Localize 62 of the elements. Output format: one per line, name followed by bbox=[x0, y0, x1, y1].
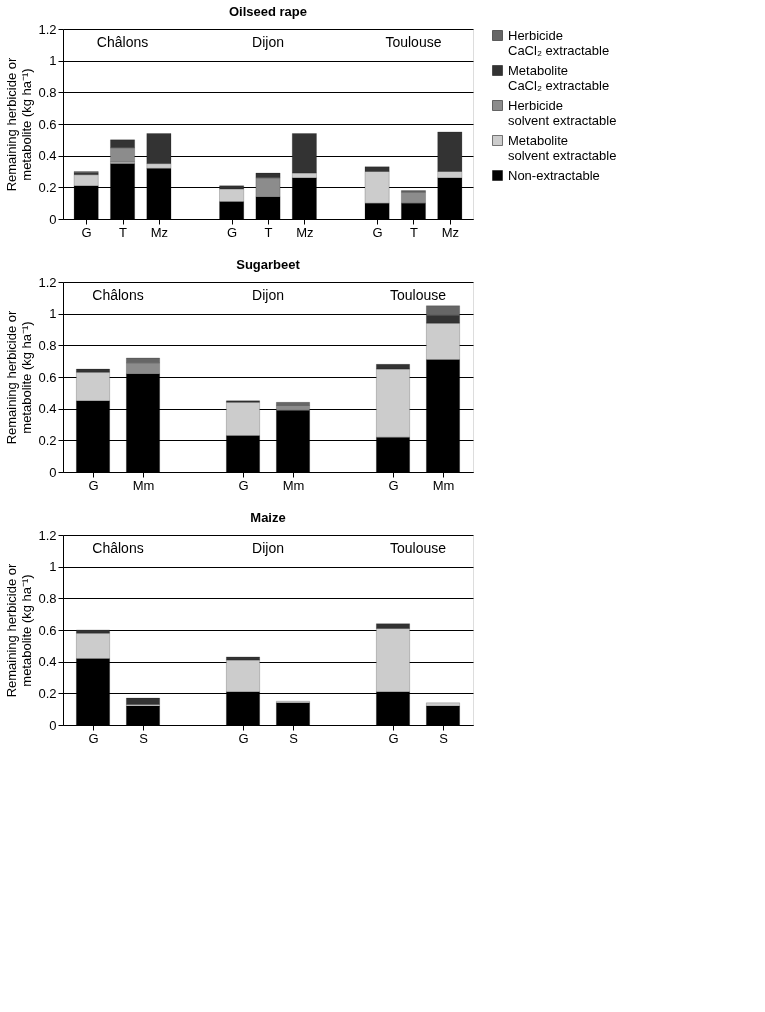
x-tick-label: G bbox=[88, 477, 99, 493]
y-tick-label: 0.4 bbox=[38, 654, 57, 670]
y-tick-label: 0.2 bbox=[38, 685, 57, 701]
y-tick-label: 1.2 bbox=[38, 527, 57, 543]
legend-label: Metabolite CaCl₂ extractable bbox=[508, 62, 610, 93]
annotation: Dijon bbox=[252, 540, 284, 556]
chart-title: Oilseed rape bbox=[228, 4, 308, 19]
x-tick-label: S bbox=[439, 730, 449, 746]
annotation: Châlons bbox=[96, 34, 149, 50]
y-tick-label: 1.2 bbox=[38, 274, 57, 290]
y-axis-title: Remaining herbicide or metabolite (kg ha⁻¹) bbox=[4, 562, 35, 698]
annotation: Châlons bbox=[92, 540, 144, 556]
annotation: Toulouse bbox=[385, 34, 442, 50]
y-tick-label: 0 bbox=[49, 717, 57, 733]
x-tick-label: G bbox=[238, 730, 249, 746]
y-tick-label: 0.2 bbox=[38, 432, 57, 448]
y-tick-label: 0.8 bbox=[38, 84, 57, 100]
x-tick-label: S bbox=[289, 730, 299, 746]
y-tick-label: 0.8 bbox=[38, 337, 57, 353]
annotation: Toulouse bbox=[389, 540, 447, 556]
x-tick-label: G bbox=[238, 477, 249, 493]
y-tick-label: 0.4 bbox=[38, 401, 57, 417]
y-tick-label: 0.8 bbox=[38, 590, 57, 606]
legend-label: Metabolite solvent extractable bbox=[508, 132, 617, 163]
x-tick-label: Mz bbox=[150, 224, 169, 240]
y-tick-label: 0.2 bbox=[38, 179, 57, 195]
annotation: Dijon bbox=[252, 287, 284, 303]
x-tick-label: Mm bbox=[282, 477, 305, 493]
y-tick-label: 1 bbox=[49, 306, 57, 322]
legend-label: Non-extractable bbox=[508, 167, 600, 183]
x-tick-label: G bbox=[81, 224, 92, 240]
y-tick-label: 0.6 bbox=[38, 116, 57, 132]
x-tick-label: S bbox=[139, 730, 149, 746]
x-tick-label: G bbox=[88, 730, 99, 746]
legend-label: Herbicide CaCl₂ extractable bbox=[508, 27, 610, 58]
x-tick-label: T bbox=[409, 224, 418, 240]
x-tick-label: G bbox=[227, 224, 238, 240]
y-tick-label: 1.2 bbox=[38, 21, 57, 37]
legend-label: Herbicide solvent extractable bbox=[508, 97, 617, 128]
x-tick-label: T bbox=[264, 224, 273, 240]
chart-title: Sugarbeet bbox=[236, 257, 301, 272]
x-tick-label: Mm bbox=[432, 477, 455, 493]
y-tick-label: 0 bbox=[49, 464, 57, 480]
x-tick-label: G bbox=[388, 730, 399, 746]
annotation: Châlons bbox=[92, 287, 144, 303]
x-tick-label: G bbox=[372, 224, 383, 240]
x-tick-label: Mz bbox=[441, 224, 459, 240]
y-tick-label: 0.4 bbox=[38, 148, 57, 164]
y-axis-title: Remaining herbicide or metabolite (kg ha⁻¹) bbox=[4, 56, 35, 192]
x-tick-label: G bbox=[388, 477, 399, 493]
y-axis-title: Remaining herbicide or metabolite (kg ha⁻¹) bbox=[4, 309, 35, 445]
y-tick-label: 0.6 bbox=[38, 622, 57, 638]
annotation: Toulouse bbox=[389, 287, 447, 303]
y-tick-label: 1 bbox=[49, 559, 57, 575]
y-tick-label: 0 bbox=[49, 211, 57, 227]
x-tick-label: T bbox=[119, 224, 128, 240]
chart-title: Maize bbox=[250, 510, 286, 525]
x-tick-label: Mz bbox=[296, 224, 314, 240]
annotation: Dijon bbox=[252, 34, 284, 50]
x-tick-label: Mm bbox=[132, 477, 155, 493]
y-tick-label: 0.6 bbox=[38, 369, 57, 385]
y-tick-label: 1 bbox=[49, 53, 57, 69]
